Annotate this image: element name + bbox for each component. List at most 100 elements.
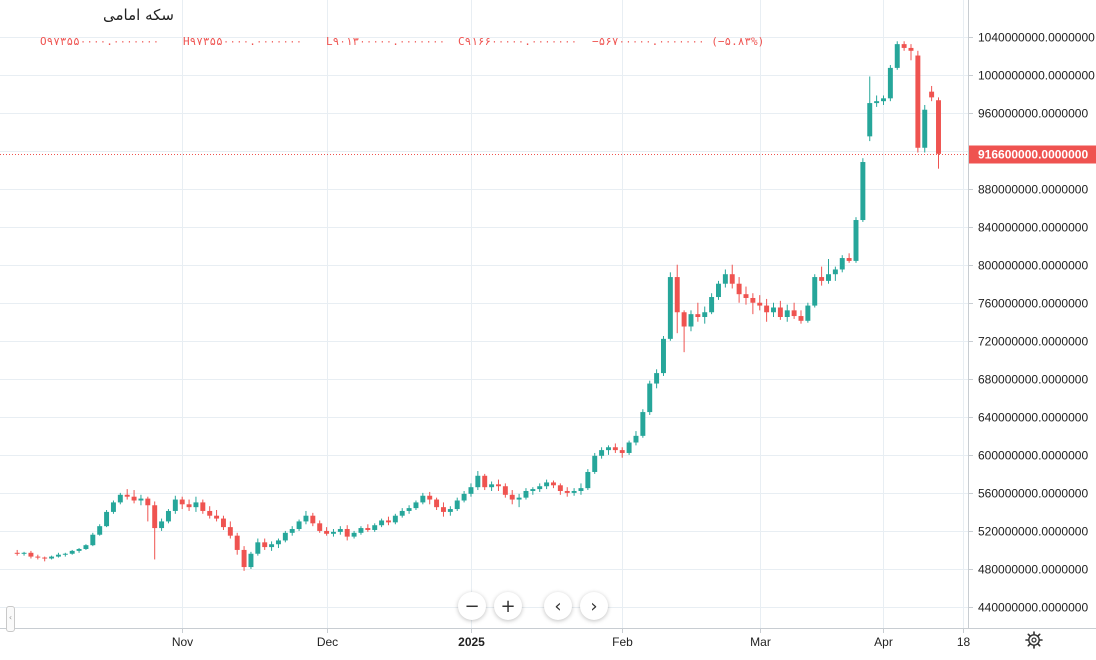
candle (392, 513, 398, 525)
candle (860, 158, 866, 222)
candle (262, 538, 268, 550)
candle (186, 499, 192, 511)
candle-body (241, 549, 247, 568)
last-price-badge-bg (969, 145, 1096, 164)
candle-body (819, 277, 825, 281)
candle (805, 302, 811, 323)
ohlc-open: O۹۷۳۵۵۰۰۰۰.۰۰۰۰۰۰۰ (40, 35, 160, 48)
candle (901, 41, 907, 51)
candle-body (69, 550, 75, 554)
ohlc-close: C۹۱۶۶۰۰۰۰۰.۰۰۰۰۰۰۰ (458, 35, 578, 48)
candle (447, 506, 453, 516)
candle (275, 538, 281, 549)
candle-body (654, 373, 660, 384)
candle-body (399, 510, 405, 516)
candle (722, 269, 728, 288)
candle-body (750, 297, 756, 303)
candle (90, 532, 96, 547)
grid-lines (0, 0, 968, 628)
candle (695, 302, 701, 322)
candle-body (544, 482, 550, 487)
y-tick-label: 960000000.0000000 (978, 107, 1088, 121)
candle (771, 302, 776, 317)
candle-body (771, 307, 776, 313)
candle-body (509, 494, 515, 500)
y-tick-label: 880000000.0000000 (978, 183, 1088, 197)
candle-body (716, 283, 721, 298)
candle-body (220, 518, 226, 528)
candle-body (379, 520, 385, 526)
candle-body (846, 258, 852, 261)
candle-body (908, 47, 914, 51)
candle (159, 518, 165, 531)
candle-body (585, 471, 591, 489)
candle (124, 489, 130, 500)
candle-body (28, 552, 34, 557)
candle (427, 491, 433, 505)
candle (420, 492, 426, 505)
candle-body (193, 502, 199, 508)
candle (21, 551, 27, 556)
candle-body (722, 274, 728, 284)
candle (894, 41, 900, 70)
gear-icon[interactable] (1024, 630, 1044, 650)
candle (495, 479, 501, 491)
candle (853, 217, 859, 263)
candle (28, 550, 34, 559)
candle (544, 479, 550, 490)
candle (248, 551, 254, 569)
candle (317, 520, 323, 533)
candle (716, 280, 721, 300)
time-axis[interactable]: Nov Dec 2025 Feb Mar Apr 18 (172, 628, 971, 649)
candle-body (351, 532, 357, 537)
y-tick-label: 560000000.0000000 (978, 487, 1088, 501)
candle-body (440, 507, 446, 512)
candle (585, 469, 591, 491)
candle (330, 529, 336, 537)
candle (475, 471, 481, 491)
x-tick-label: Apr (874, 635, 893, 649)
y-tick-label: 440000000.0000000 (978, 601, 1088, 615)
candle-body (165, 510, 171, 522)
candle-series (14, 41, 941, 571)
candle (688, 310, 694, 332)
candle-body (255, 542, 261, 554)
candle (399, 508, 405, 518)
candle-body (420, 495, 426, 503)
candle (667, 272, 673, 341)
candle-body (207, 510, 213, 516)
candle (578, 483, 584, 495)
candle-body (55, 554, 61, 557)
candle-body (303, 515, 309, 522)
scroll-left-button[interactable]: ‹ (544, 592, 572, 620)
candle (358, 526, 364, 535)
candle (269, 541, 275, 551)
candle (729, 264, 735, 289)
candle-body (296, 521, 302, 530)
candle (798, 310, 804, 324)
candle-body (550, 482, 556, 486)
candle-body (557, 485, 563, 491)
candle-body (475, 475, 481, 488)
scroll-right-button[interactable]: › (580, 592, 608, 620)
candle-body (784, 310, 790, 317)
candle (832, 266, 838, 281)
candle-body (282, 532, 288, 541)
candle (640, 409, 646, 438)
candle (908, 44, 914, 61)
candle (110, 500, 116, 514)
left-panel-handle[interactable]: ‹ (6, 606, 15, 632)
candle (757, 295, 763, 311)
candle (337, 526, 343, 535)
price-axis[interactable]: 440000000.0000000 480000000.0000000 520000… (968, 31, 1095, 615)
x-tick-label: 18 (957, 635, 971, 649)
candle (826, 259, 831, 284)
candle (564, 487, 570, 497)
candle-body (922, 109, 928, 148)
y-tick-label: 1040000000.0000000 (978, 31, 1095, 45)
zoom-out-button[interactable]: − (458, 592, 486, 620)
zoom-in-button[interactable]: + (494, 592, 522, 620)
candle-body (709, 297, 715, 313)
candle-body (83, 545, 89, 549)
